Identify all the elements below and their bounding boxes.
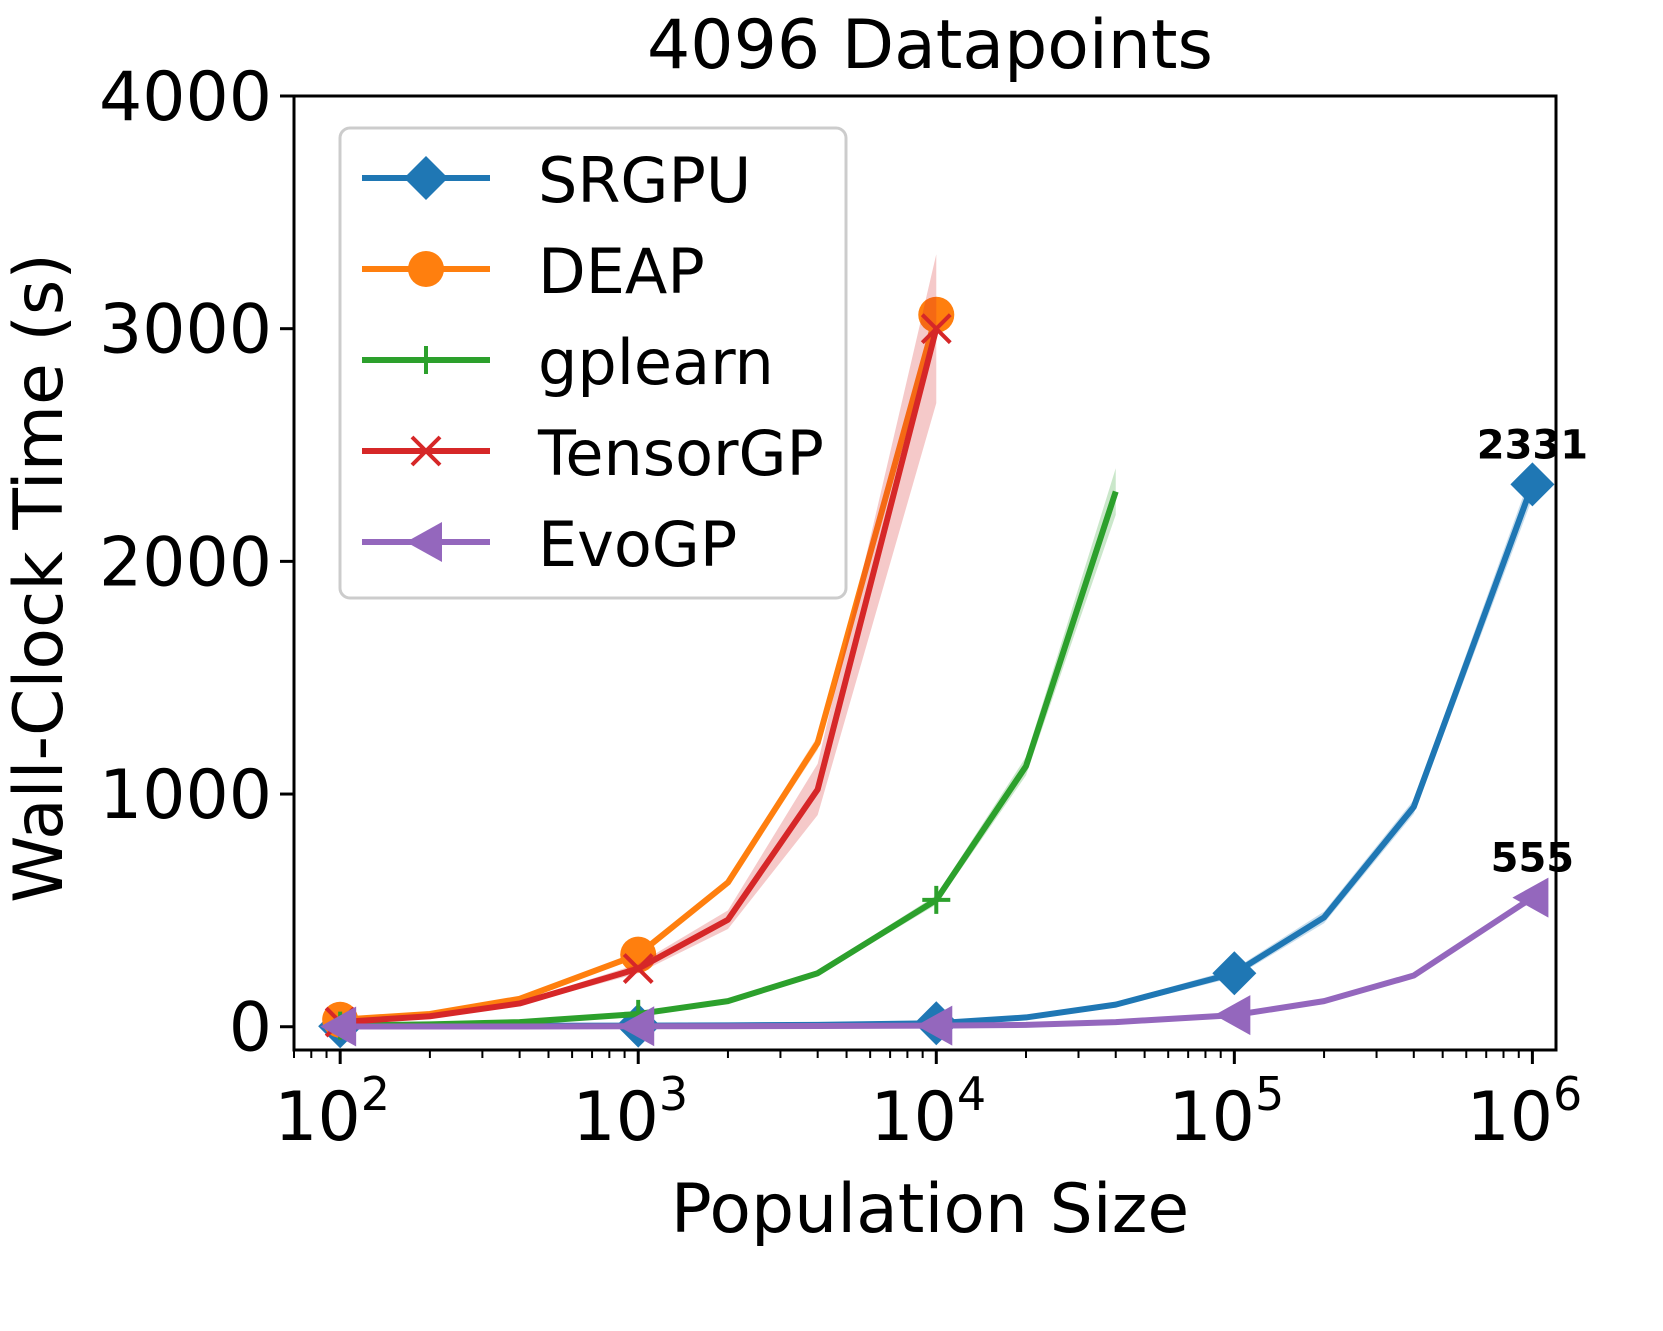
legend-label: SRGPU [538, 144, 751, 217]
y-tick-label: 2000 [99, 523, 272, 602]
data-label: 2331 [1477, 422, 1588, 468]
series-evogp [320, 877, 1549, 1047]
data-point [1214, 995, 1251, 1036]
legend-label: gplearn [538, 326, 774, 399]
x-tick-label: 105 [1168, 1067, 1284, 1157]
legend-item: EvoGP [362, 508, 737, 581]
legend-item: SRGPU [362, 144, 751, 217]
x-tick-label: 103 [572, 1067, 688, 1157]
legend-marker [404, 156, 448, 200]
data-point [920, 313, 952, 345]
legend-label: DEAP [538, 235, 705, 308]
data-point [1510, 462, 1555, 507]
x-tick-label: 102 [274, 1067, 390, 1157]
data-label: 555 [1491, 836, 1575, 882]
legend-marker [410, 435, 442, 467]
plot-frame [292, 94, 1558, 1052]
legend-marker [412, 346, 440, 374]
x-tick-label: 106 [1466, 1067, 1582, 1157]
y-axis-label: Wall-Clock Time (s) [0, 253, 79, 903]
x-tick-label: 104 [870, 1067, 986, 1157]
data-point [1212, 951, 1257, 996]
data-point [916, 1005, 953, 1046]
data-point [618, 1006, 655, 1047]
x-axis-label: Population Size [671, 1170, 1189, 1249]
legend-item: DEAP [362, 235, 705, 308]
data-point [320, 1006, 357, 1047]
legend-label: TensorGP [537, 417, 824, 490]
data-point [922, 885, 951, 914]
plot-layer: 0 1000 2000 3000 4000 102 103 104 105 106 2331 555 S… [99, 58, 1588, 1157]
legend-marker [408, 251, 444, 287]
y-tick-label: 1000 [99, 756, 272, 835]
data-point [622, 953, 654, 984]
legend-item: gplearn [362, 326, 774, 399]
y-tick-label: 4000 [99, 58, 272, 137]
legend-item: TensorGP [362, 417, 824, 490]
data-point [918, 296, 955, 333]
y-tick-label: 0 [229, 989, 272, 1068]
legend-marker [406, 522, 442, 562]
legend-box [338, 126, 848, 600]
chart-title: 4096 Datapoints [647, 6, 1213, 85]
legend-label: EvoGP [538, 508, 737, 581]
data-point [1512, 877, 1549, 918]
y-tick-label: 3000 [99, 291, 272, 370]
legend: SRGPU DEAP gplearn TensorGP EvoGP [338, 126, 848, 600]
